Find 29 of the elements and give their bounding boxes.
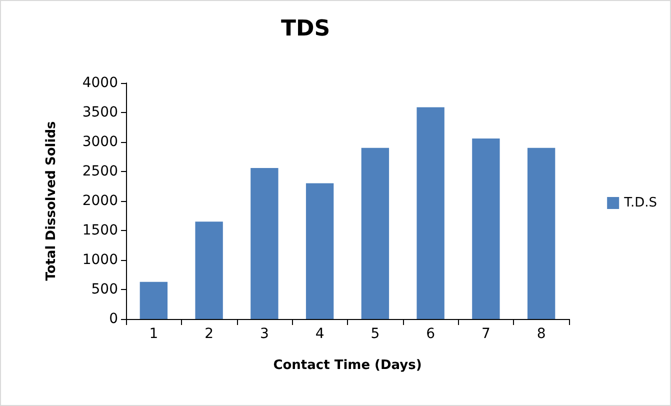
bar xyxy=(140,282,168,319)
y-tick-label: 500 xyxy=(91,282,118,298)
y-tick-label: 1000 xyxy=(82,252,118,268)
x-tick-label: 7 xyxy=(481,326,490,342)
bar xyxy=(416,107,444,319)
bar xyxy=(250,168,278,319)
y-tick-label: 2000 xyxy=(82,193,118,209)
x-tick-label: 5 xyxy=(370,326,380,342)
x-tick-label: 1 xyxy=(149,326,158,342)
y-tick-label: 0 xyxy=(109,311,118,327)
chart-title: TDS xyxy=(281,16,330,42)
bar xyxy=(195,222,223,319)
x-axis-title: Contact Time (Days) xyxy=(273,358,422,373)
x-tick-label: 3 xyxy=(260,326,269,342)
y-tick-label: 1500 xyxy=(82,222,118,238)
x-tick-label: 6 xyxy=(426,326,436,342)
x-tick-label: 2 xyxy=(204,326,214,342)
bar xyxy=(527,148,556,319)
y-tick-label: 3000 xyxy=(82,134,118,150)
y-tick-label: 2500 xyxy=(82,164,118,180)
x-tick-label: 4 xyxy=(315,326,324,342)
bar xyxy=(361,148,390,319)
legend-label: T.D.S xyxy=(623,196,658,210)
bar xyxy=(472,138,500,319)
y-axis-title: Total Dissolved Solids xyxy=(44,120,59,281)
y-tick-label: 3500 xyxy=(82,104,118,120)
bar xyxy=(306,183,334,319)
x-tick-label: 8 xyxy=(536,326,546,342)
y-tick-label: 4000 xyxy=(82,75,118,91)
